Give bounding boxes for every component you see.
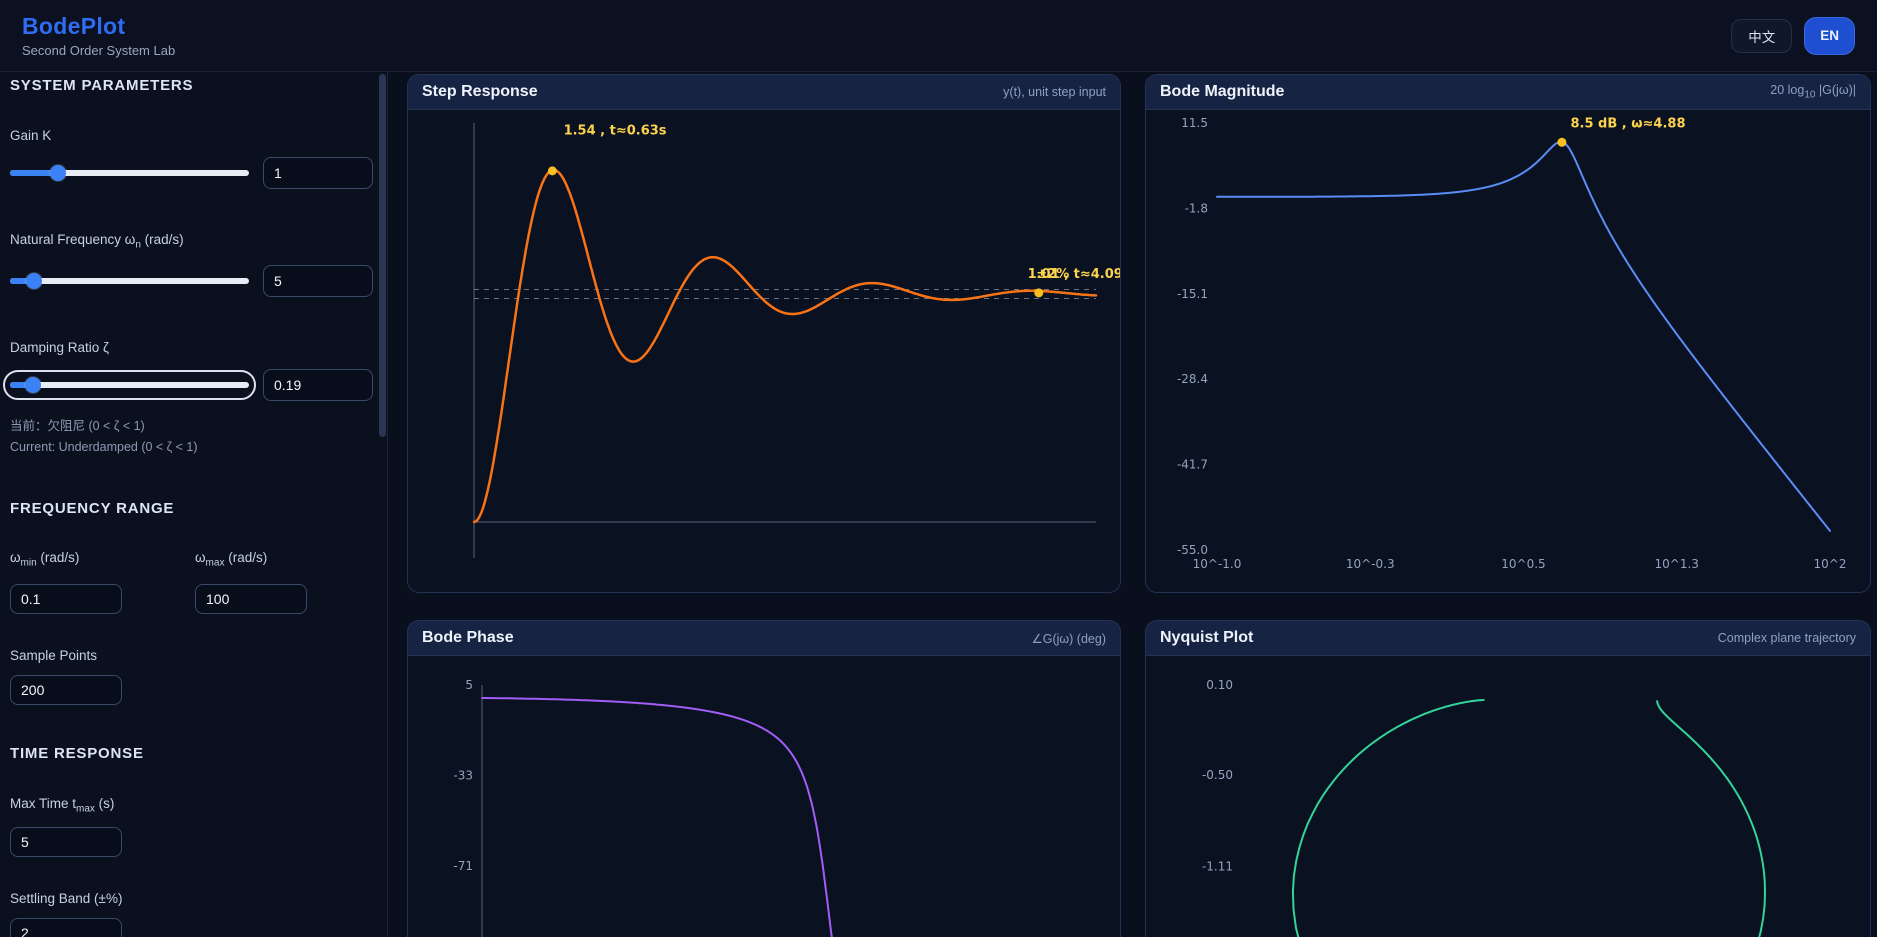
lang-zh-button[interactable]: 中文 [1731,19,1792,53]
svg-text:10^0.5: 10^0.5 [1501,557,1545,571]
panel-bode-magnitude-header: Bode Magnitude 20 log10 |G(jω)| [1146,75,1870,110]
natural-frequency-control: Natural Frequency ωn (rad/s) [10,232,373,297]
panel-bode-magnitude-unit: 20 log10 |G(jω)| [1770,83,1856,101]
gain-slider-thumb[interactable] [50,165,66,181]
panel-bode-phase: Bode Phase ∠G(jω) (deg) 5-33-71-109-147-… [407,620,1121,937]
svg-text:-41.7: -41.7 [1177,458,1208,472]
damping-ratio-label: Damping Ratio ζ [10,340,373,355]
panel-bode-phase-title: Bode Phase [422,629,514,647]
section-system-parameters: SYSTEM PARAMETERS [10,77,373,94]
panel-nyquist-unit: Complex plane trajectory [1718,631,1856,645]
damping-ratio-slider[interactable] [10,377,249,393]
wmax-label: ωmax (rad/s) [195,550,307,569]
panel-step-response: Step Response y(t), unit step input 1.54… [407,74,1121,593]
panel-bode-magnitude: Bode Magnitude 20 log10 |G(jω)| 11.5 -1.8… [1145,74,1871,593]
svg-text:-15.1: -15.1 [1177,287,1208,301]
section-frequency-range: FREQUENCY RANGE [10,500,373,517]
svg-text:10^-0.3: 10^-0.3 [1346,557,1395,571]
wmax-input[interactable] [195,584,307,614]
svg-text:-0.50: -0.50 [1202,768,1233,782]
max-time-input[interactable] [10,827,122,857]
svg-text:10^1.3: 10^1.3 [1655,557,1699,571]
app-title: BodePlot [22,13,175,40]
step-response-chart[interactable]: 1.54 , t≈0.63s1.01 , t≈4.09s±2% [408,110,1120,592]
sidebar: SYSTEM PARAMETERS Gain K Natural Frequen… [0,72,388,937]
panel-step-response-unit: y(t), unit step input [1003,85,1106,99]
sidebar-scrollbar[interactable] [379,72,386,937]
panel-step-response-header: Step Response y(t), unit step input [408,75,1120,110]
wmin-input[interactable] [10,584,122,614]
max-time-label: Max Time tmax (s) [10,796,373,815]
damping-status-zh: 当前：欠阻尼 (0 < ζ < 1) [10,415,373,434]
gain-input[interactable] [263,157,373,189]
natural-frequency-slider-thumb[interactable] [26,273,42,289]
natural-frequency-slider[interactable] [10,273,249,289]
panel-bode-magnitude-title: Bode Magnitude [1160,83,1284,101]
sample-points-label: Sample Points [10,648,373,663]
natural-frequency-label: Natural Frequency ωn (rad/s) [10,232,373,251]
nyquist-chart[interactable]: 0.10-0.50-1.11-1.71-2.31-2.92 [1146,656,1870,937]
svg-text:-28.4: -28.4 [1177,372,1208,386]
svg-text:±2%: ±2% [1036,267,1069,282]
svg-text:5: 5 [465,678,473,692]
panel-nyquist: Nyquist Plot Complex plane trajectory 0.… [1145,620,1871,937]
gain-label: Gain K [10,128,373,143]
natural-frequency-input[interactable] [263,265,373,297]
bode-magnitude-chart[interactable]: 11.5 -1.8 -15.1 -28.4 -41.7 -55.010^-1.0 10^-0… [1146,110,1870,592]
wmin-label: ωmin (rad/s) [10,550,122,569]
panel-bode-phase-unit: ∠G(jω) (deg) [1032,631,1106,646]
svg-text:-71: -71 [453,859,473,873]
app-subtitle: Second Order System Lab [22,43,175,58]
damping-status-en: Current: Underdamped (0 < ζ < 1) [10,440,373,454]
panel-nyquist-header: Nyquist Plot Complex plane trajectory [1146,621,1870,656]
sidebar-scrollbar-thumb[interactable] [379,74,386,437]
gain-slider[interactable] [10,165,249,181]
section-time-response: TIME RESPONSE [10,745,373,762]
svg-text:-55.0: -55.0 [1177,543,1208,557]
svg-text:11.5: 11.5 [1181,116,1208,130]
svg-text:0.10: 0.10 [1206,678,1233,692]
panel-nyquist-title: Nyquist Plot [1160,629,1253,647]
damping-ratio-input[interactable] [263,369,373,401]
lang-en-button[interactable]: EN [1804,17,1855,55]
settling-band-label: Settling Band (±%) [10,891,373,906]
app-brand: BodePlot Second Order System Lab [22,13,175,58]
svg-text:-1.8: -1.8 [1185,201,1208,215]
damping-ratio-control: Damping Ratio ζ [10,340,373,401]
gain-control: Gain K [10,128,373,189]
app-header: BodePlot Second Order System Lab 中文 EN [0,0,1877,72]
language-switcher: 中文 EN [1731,17,1855,55]
svg-text:-33: -33 [453,769,473,783]
damping-ratio-slider-track[interactable] [10,382,249,388]
svg-text:10^-1.0: 10^-1.0 [1193,557,1242,571]
svg-text:1.54 , t≈0.63s: 1.54 , t≈0.63s [564,123,667,138]
main-content: Step Response y(t), unit step input 1.54… [388,72,1877,937]
sample-points-input[interactable] [10,675,122,705]
damping-ratio-slider-thumb[interactable] [25,377,41,393]
svg-text:-1.11: -1.11 [1202,860,1233,874]
natural-frequency-slider-track[interactable] [10,278,249,284]
panel-step-response-title: Step Response [422,83,538,101]
bode-phase-chart[interactable]: 5-33-71-109-147-185 [408,656,1120,937]
settling-band-input[interactable] [10,918,122,937]
panel-bode-phase-header: Bode Phase ∠G(jω) (deg) [408,621,1120,656]
svg-text:8.5 dB , ω≈4.88: 8.5 dB , ω≈4.88 [1570,116,1685,131]
svg-text:10^2: 10^2 [1814,557,1847,571]
